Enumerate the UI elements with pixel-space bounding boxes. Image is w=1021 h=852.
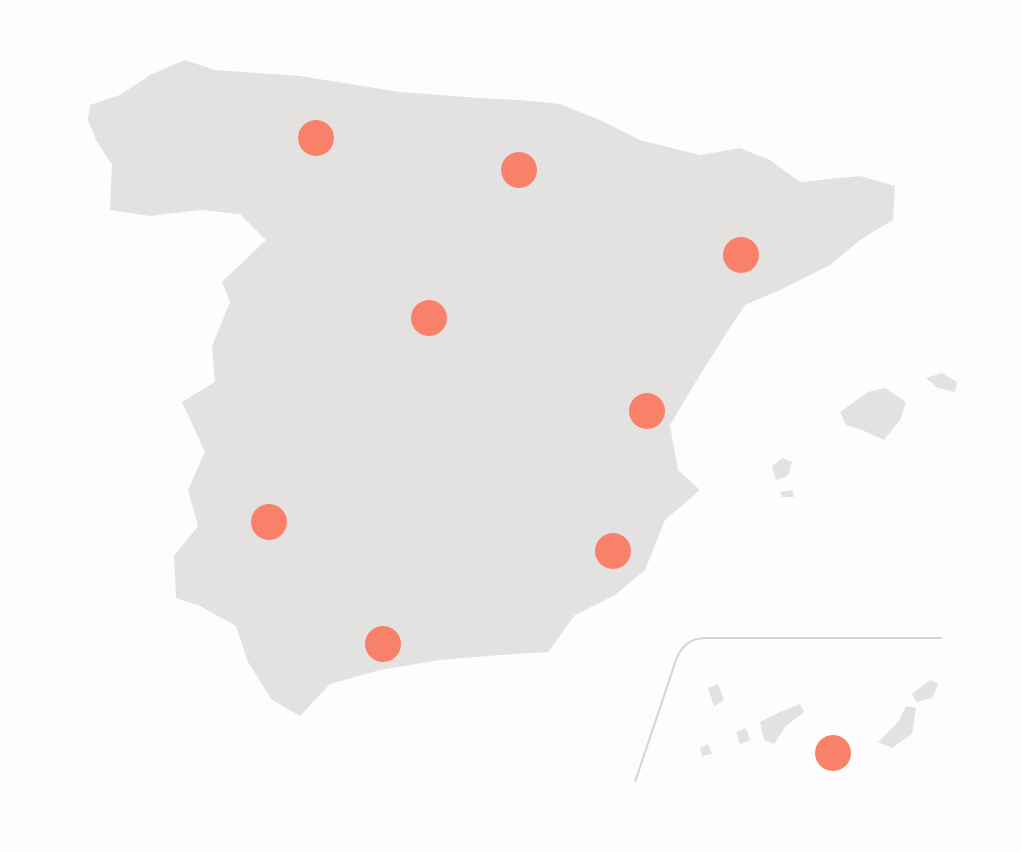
mallorca [840,388,906,440]
ibiza [772,458,792,480]
map-marker[interactable] [723,237,759,273]
canary-island-1 [708,684,724,706]
map-marker[interactable] [251,504,287,540]
canary-inset-border [634,637,942,783]
canary-island-2 [736,728,750,744]
map-marker[interactable] [411,300,447,336]
formentera [780,490,794,497]
menorca [926,373,957,392]
map-marker[interactable] [629,393,665,429]
canary-island-3 [760,704,804,744]
mainland-spain [88,60,895,716]
canary-island-4 [700,744,712,756]
landmass [88,60,957,756]
map-marker[interactable] [501,152,537,188]
markers-layer [251,120,851,771]
canary-island-5 [878,706,916,748]
map-marker[interactable] [815,735,851,771]
canary-island-6 [912,680,938,702]
map-marker[interactable] [298,120,334,156]
map-marker[interactable] [365,626,401,662]
map-marker[interactable] [595,533,631,569]
